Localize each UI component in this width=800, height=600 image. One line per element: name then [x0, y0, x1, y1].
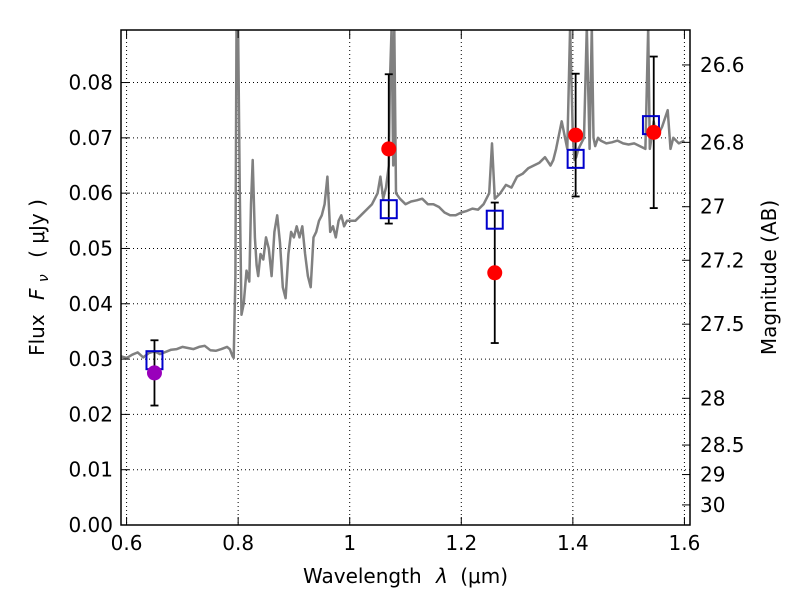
- error-bars: [150, 55, 658, 407]
- right-tick-label: 27.5: [700, 312, 745, 336]
- x-tick-label: 1: [343, 531, 356, 555]
- right-tick-label: 27: [700, 195, 725, 219]
- right-tick-label: 27.2: [700, 248, 745, 272]
- right-tick-label: 28.5: [700, 433, 745, 457]
- synthetic-marker: [379, 199, 398, 220]
- y-tick-label: 0.03: [68, 347, 113, 371]
- x-tick-label: 1.6: [669, 531, 701, 555]
- y-tick-label: 0.06: [68, 181, 113, 205]
- x-axis-title-unit: (μm): [460, 564, 508, 588]
- grid-lines: [121, 30, 690, 525]
- observed-point-marker: [381, 141, 397, 157]
- right-tick-label: 26.8: [700, 130, 745, 154]
- right-tick-label: 28: [700, 386, 725, 410]
- right-tick-label: 30: [700, 493, 725, 517]
- y-axis-title-unit: ( μJy ): [25, 199, 49, 258]
- y-tick-label: 0.05: [68, 236, 113, 260]
- plot-frame: [120, 29, 691, 526]
- y-axis-title-sub: ν: [36, 274, 52, 282]
- y-tick-label: 0.00: [68, 513, 113, 537]
- x-tick-label: 1.2: [445, 531, 477, 555]
- x-axis-title-var: λ: [435, 564, 448, 588]
- y-tick-label: 0.02: [68, 402, 113, 426]
- right-tick-label: 29: [700, 463, 725, 487]
- synthetic-marker: [485, 209, 504, 230]
- synthetic-marker: [566, 148, 585, 169]
- y-axis-title-var: F: [25, 288, 49, 300]
- synthetic-markers: [145, 115, 660, 371]
- observed-point-marker: [646, 124, 662, 140]
- right-axis-title: Magnitude (AB): [757, 200, 781, 355]
- x-axis-title-text: Wavelength: [303, 564, 422, 588]
- y-axis-title-text: Flux: [25, 314, 49, 356]
- x-tick-label: 0.6: [111, 531, 143, 555]
- y-tick-label: 0.01: [68, 458, 113, 482]
- y-tick-label: 0.08: [68, 71, 113, 95]
- y-tick-label: 0.04: [68, 292, 113, 316]
- optical-point-marker: [146, 365, 162, 381]
- x-axis-title: Wavelength λ (μm): [303, 564, 508, 588]
- axis-labels: 0.6 0.8 1 1.2 1.4 1.6 0.00 0.01 0.02 0.03 0.04 0.05…: [68, 53, 744, 555]
- x-tick-label: 1.4: [557, 531, 589, 555]
- model-spectrum: [121, 30, 685, 360]
- model-spectrum-line: [121, 30, 685, 360]
- observed-markers: [146, 124, 662, 381]
- axis-ticks: [121, 30, 690, 526]
- x-tick-label: 0.8: [222, 531, 254, 555]
- right-tick-label: 26.6: [700, 53, 745, 77]
- observed-point-marker: [568, 127, 584, 143]
- observed-point-marker: [487, 265, 503, 281]
- y-axis-title: Flux F ν ( μJy ): [25, 199, 53, 356]
- y-tick-label: 0.07: [68, 126, 113, 150]
